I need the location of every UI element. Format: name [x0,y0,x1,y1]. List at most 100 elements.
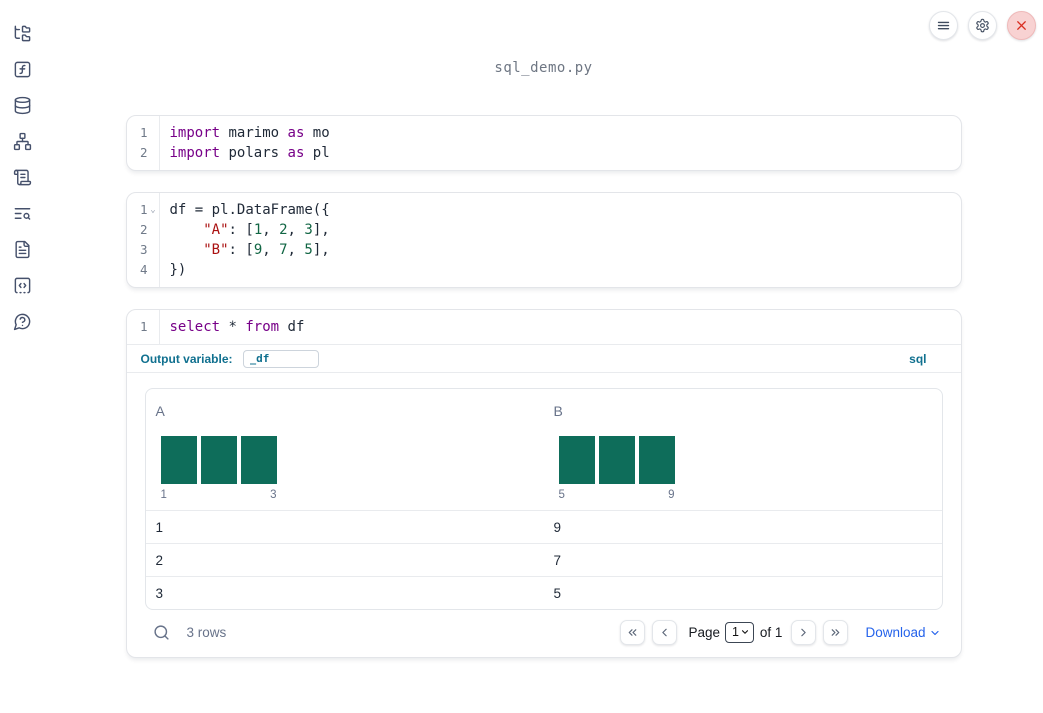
hist-bar[interactable] [240,436,277,484]
chevron-down-icon [930,630,939,636]
axis-min-label: 5 [558,489,565,501]
hist-bar[interactable] [598,436,635,484]
table-cell: 2 [155,552,164,568]
hamburger-menu-icon [937,21,950,30]
table-cell: 9 [553,519,562,535]
code-line: import marimo as mo [169,125,330,141]
table-footer: 3 rows Page 1 of 1 [145,619,943,645]
sidebar-item-file-explorer[interactable] [13,24,32,43]
axis-max-label: 3 [270,489,277,501]
table-header: A 1 3 B 5 9 [146,389,942,510]
chevron-down-icon [741,630,748,634]
page-select[interactable]: 1 [724,621,754,643]
sidebar-item-logs[interactable] [13,204,32,223]
histogram-b [558,436,942,484]
scroll-text-icon [13,169,31,186]
column-header-a[interactable]: A 1 3 [146,389,544,510]
axis-min-label: 1 [160,489,167,501]
hist-bar[interactable] [200,436,237,484]
fold-spacer [148,143,159,163]
database-icon [14,96,30,115]
code-line: }) [169,262,187,278]
last-page-button[interactable] [823,619,849,645]
square-code-icon [14,277,30,294]
shutdown-button[interactable] [1007,11,1036,40]
column-header-b[interactable]: B 5 9 [544,389,942,510]
gutter: 1 ⌄ 2 3 4 [127,193,160,287]
pagination: Page 1 of 1 Download [620,619,940,645]
language-badge: sql [909,351,927,366]
page-label: Page [688,624,720,640]
axis-max-label: 9 [668,489,675,501]
sidebar-item-help[interactable] [13,312,32,331]
gear-icon [976,18,989,33]
close-icon [1017,21,1026,30]
notebook-menu-button[interactable] [929,11,958,40]
code-lines: df = pl.DataFrame({ "A": [1, 2, 3], "B":… [160,193,961,287]
sidebar-item-data-sources[interactable] [13,96,32,115]
notebook-filename: sql_demo.py [494,60,593,76]
code-cell-dataframe: 1 ⌄ 2 3 4 df = pl.DataFrame({ "A": [1, 2, 3]… [125,192,962,288]
sidebar [0,0,44,713]
row-count: 3 rows [186,624,227,640]
chevrons-left-icon [629,628,637,636]
code-lines: import marimo as mo import polars as pl [160,116,961,170]
hist-bar[interactable] [558,436,595,484]
previous-page-button[interactable] [652,619,678,645]
settings-button[interactable] [968,11,997,40]
column-label: B [553,403,563,419]
code-editor[interactable]: 1 ⌄ 2 3 4 df = pl.DataFrame({ "A": [1, 2, 3]… [127,193,961,287]
code-line: import polars as pl [169,145,330,161]
fold-spacer [148,123,159,143]
page-total-label: of 1 [759,624,783,640]
table-search-button[interactable] [153,624,170,641]
histogram-b-axis: 5 9 [559,489,675,501]
file-text-icon [14,240,30,259]
page-select-value: 1 [731,625,739,639]
output-variable-label: Output variable: [140,351,233,366]
sidebar-item-variables[interactable] [13,60,32,79]
code-line: "A": [1, 2, 3], [203,222,330,238]
first-page-button[interactable] [620,619,646,645]
fold-spacer [148,240,159,260]
dataframe-table: A 1 3 B 5 9 [144,388,943,610]
sidebar-item-dependency-graph[interactable] [13,132,32,151]
function-square-icon [14,61,30,78]
sql-meta-row: Output variable: sql [126,344,961,372]
sidebar-item-scratchpad[interactable] [13,168,32,187]
fold-spacer [148,260,159,280]
help-bubble-icon [13,313,30,331]
table-cell: 3 [155,585,164,601]
line-number: 2 [139,145,148,160]
code-line: df = pl.DataFrame({ [169,202,330,218]
line-number: 1 [139,202,148,217]
sql-output-area: A 1 3 B 5 9 [126,372,961,657]
code-editor[interactable]: 1 select * from df [127,310,961,344]
download-button[interactable]: Download [865,625,940,640]
text-search-icon [14,208,30,220]
top-controls [929,11,1036,40]
histogram-a [160,436,544,484]
hist-bar[interactable] [160,436,197,484]
fold-toggle-icon[interactable]: ⌄ [150,205,156,215]
line-number: 1 [139,125,148,140]
sidebar-item-documentation[interactable] [13,240,32,259]
output-variable-input[interactable] [242,349,319,368]
column-label: A [155,403,165,419]
next-page-button[interactable] [791,619,817,645]
table-cell: 7 [553,552,562,568]
network-icon [13,132,31,151]
search-icon [153,624,169,640]
sidebar-item-snippets[interactable] [13,276,32,295]
code-lines: select * from df [160,310,961,344]
hist-bar[interactable] [638,436,675,484]
line-number: 2 [139,222,148,237]
